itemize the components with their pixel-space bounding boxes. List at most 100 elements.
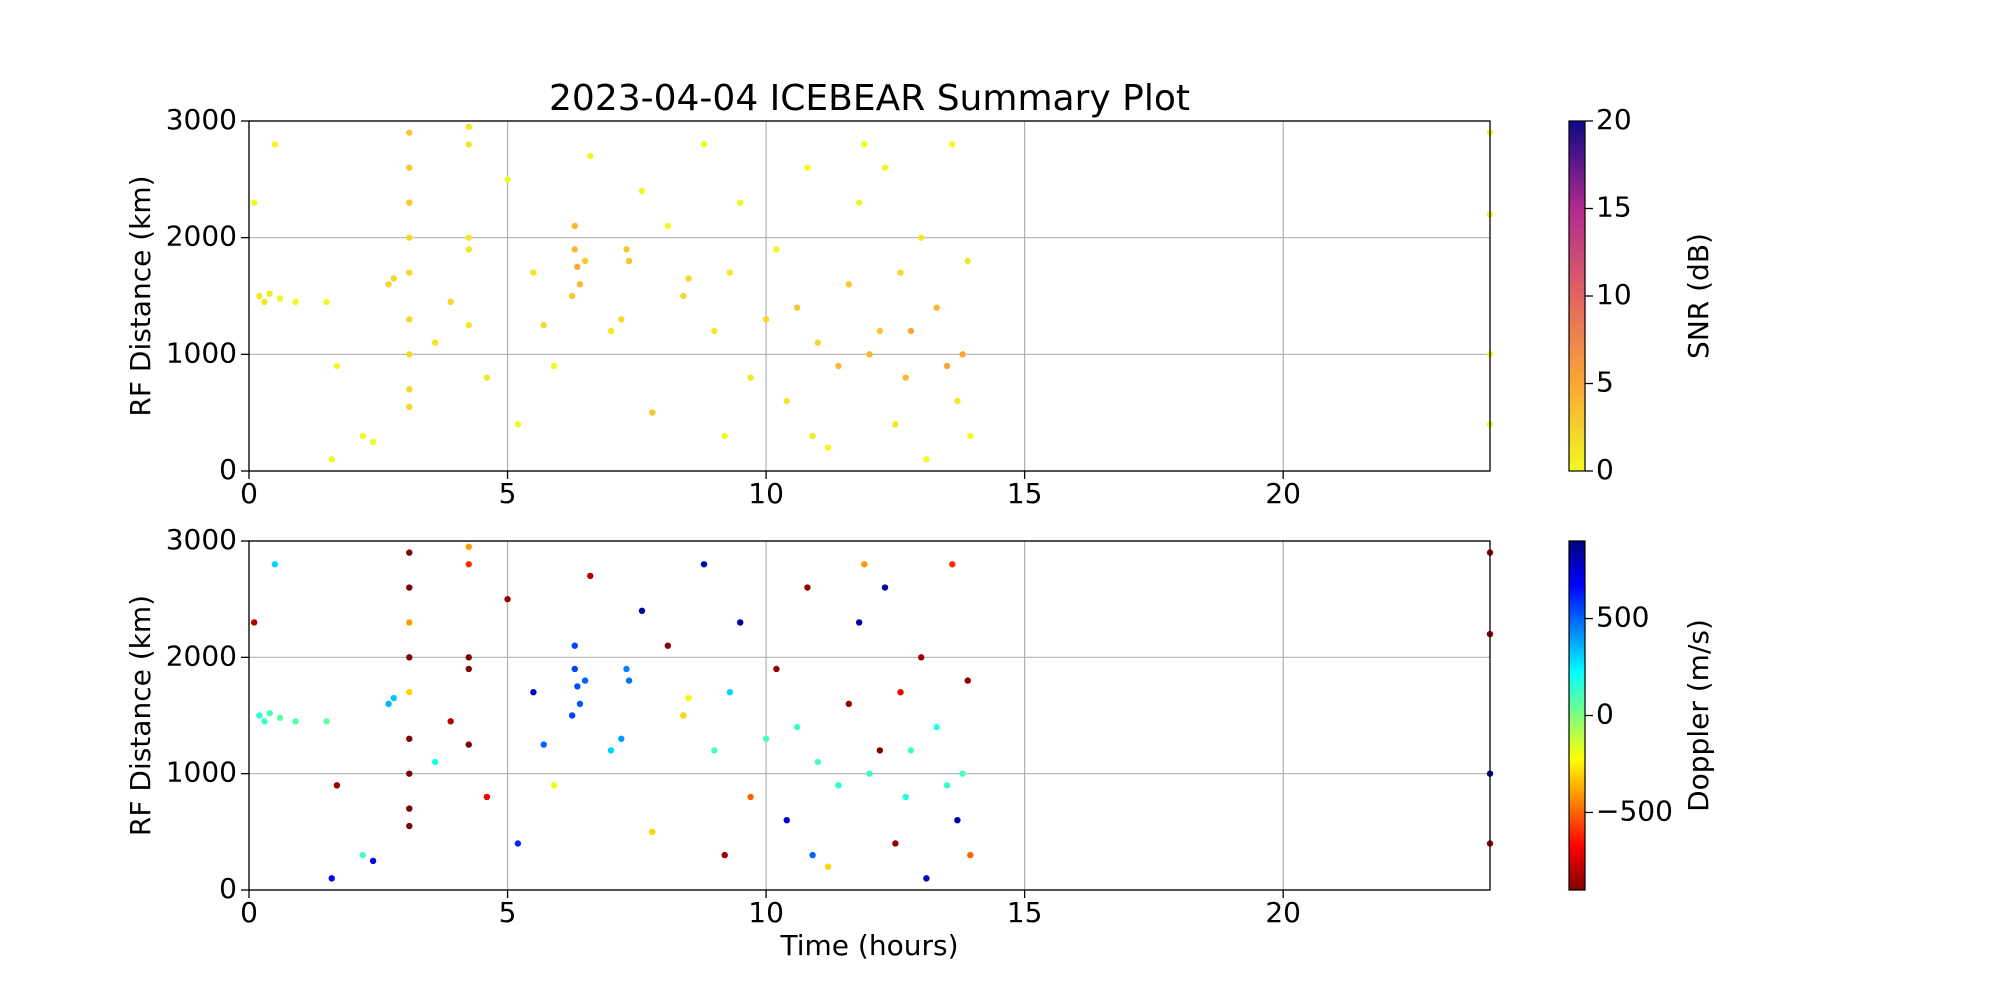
data-point [881,584,889,591]
colorbar-tick-label: 10 [1596,278,1632,311]
data-point [250,619,258,626]
data-point [649,409,656,416]
data-point [571,642,578,649]
data-point [866,351,873,358]
data-point [385,281,392,288]
data-point [587,152,594,160]
data-point [530,269,537,276]
data-point [700,561,708,568]
data-point [333,782,341,789]
data-point [328,875,335,882]
data-point [483,793,491,801]
data-point [568,292,576,300]
data-point [866,770,873,777]
data-point [726,269,734,276]
data-point [514,421,522,428]
data-point [406,403,413,411]
data-point [897,269,904,276]
data-point [540,321,547,329]
y-axis-label: RF Distance (km) [124,175,157,416]
data-point [587,572,594,580]
data-point [861,561,868,568]
data-point [943,362,951,370]
data-point [804,584,811,591]
data-point [814,758,821,766]
data-point [897,689,904,696]
data-point [406,129,413,136]
data-point [680,712,687,719]
data-point [390,694,397,702]
data-point [638,607,646,614]
x-tick-label: 5 [499,896,517,929]
data-point [861,141,868,148]
data-point [954,817,961,824]
data-point [568,712,576,719]
colorbar-tick-label: 500 [1596,601,1649,634]
data-point [390,275,397,282]
data-point [369,857,377,865]
data-point [514,840,522,847]
data-point [550,782,558,789]
data-point [625,257,633,265]
colorbar [1568,540,1586,891]
data-point [447,718,454,725]
x-tick-label: 10 [748,477,784,510]
data-point [530,689,537,696]
x-tick-label: 5 [499,477,517,510]
data-point [967,851,974,859]
data-point [902,793,909,801]
colorbar-tick-label: 15 [1596,191,1632,224]
data-point [835,782,842,789]
data-point [664,222,672,230]
y-tick-label: 1000 [166,336,237,369]
data-point [323,718,330,725]
data-point [933,304,940,311]
data-point [571,665,578,673]
plot-area [249,541,1490,890]
data-point [576,700,584,708]
colorbar-tick-label: 0 [1596,698,1614,731]
data-point [881,164,889,171]
data-point [824,863,832,870]
colorbar-tick-label: 20 [1596,103,1632,136]
data-point [504,176,511,183]
data-point [465,141,472,148]
data-point [292,718,299,725]
data-point [793,304,801,311]
data-point [623,246,630,253]
data-point [773,246,780,253]
data-point [747,374,754,381]
data-point [406,770,413,777]
data-point [923,456,930,463]
data-point [845,281,853,288]
data-point [406,164,413,171]
data-point [276,714,284,722]
data-point [804,164,811,171]
data-point [964,677,971,684]
x-tick-label: 20 [1265,896,1301,929]
data-point [907,747,915,754]
data-point [824,444,832,451]
data-point [625,677,633,684]
data-point [721,432,728,440]
data-point [762,316,770,323]
y-tick-label: 0 [219,453,237,486]
data-point [876,747,884,754]
data-point [292,298,299,306]
data-point [933,723,940,731]
data-point [540,741,547,748]
data-point [726,689,734,696]
data-point [571,222,578,230]
data-point [574,683,581,690]
data-point [685,694,692,702]
data-point [855,199,863,206]
data-point [783,397,790,405]
x-tick-label: 10 [748,896,784,929]
data-point [954,397,961,405]
data-point [638,187,646,195]
data-point [250,199,258,206]
data-point [256,292,263,300]
data-point [959,351,966,358]
data-point [406,689,413,696]
